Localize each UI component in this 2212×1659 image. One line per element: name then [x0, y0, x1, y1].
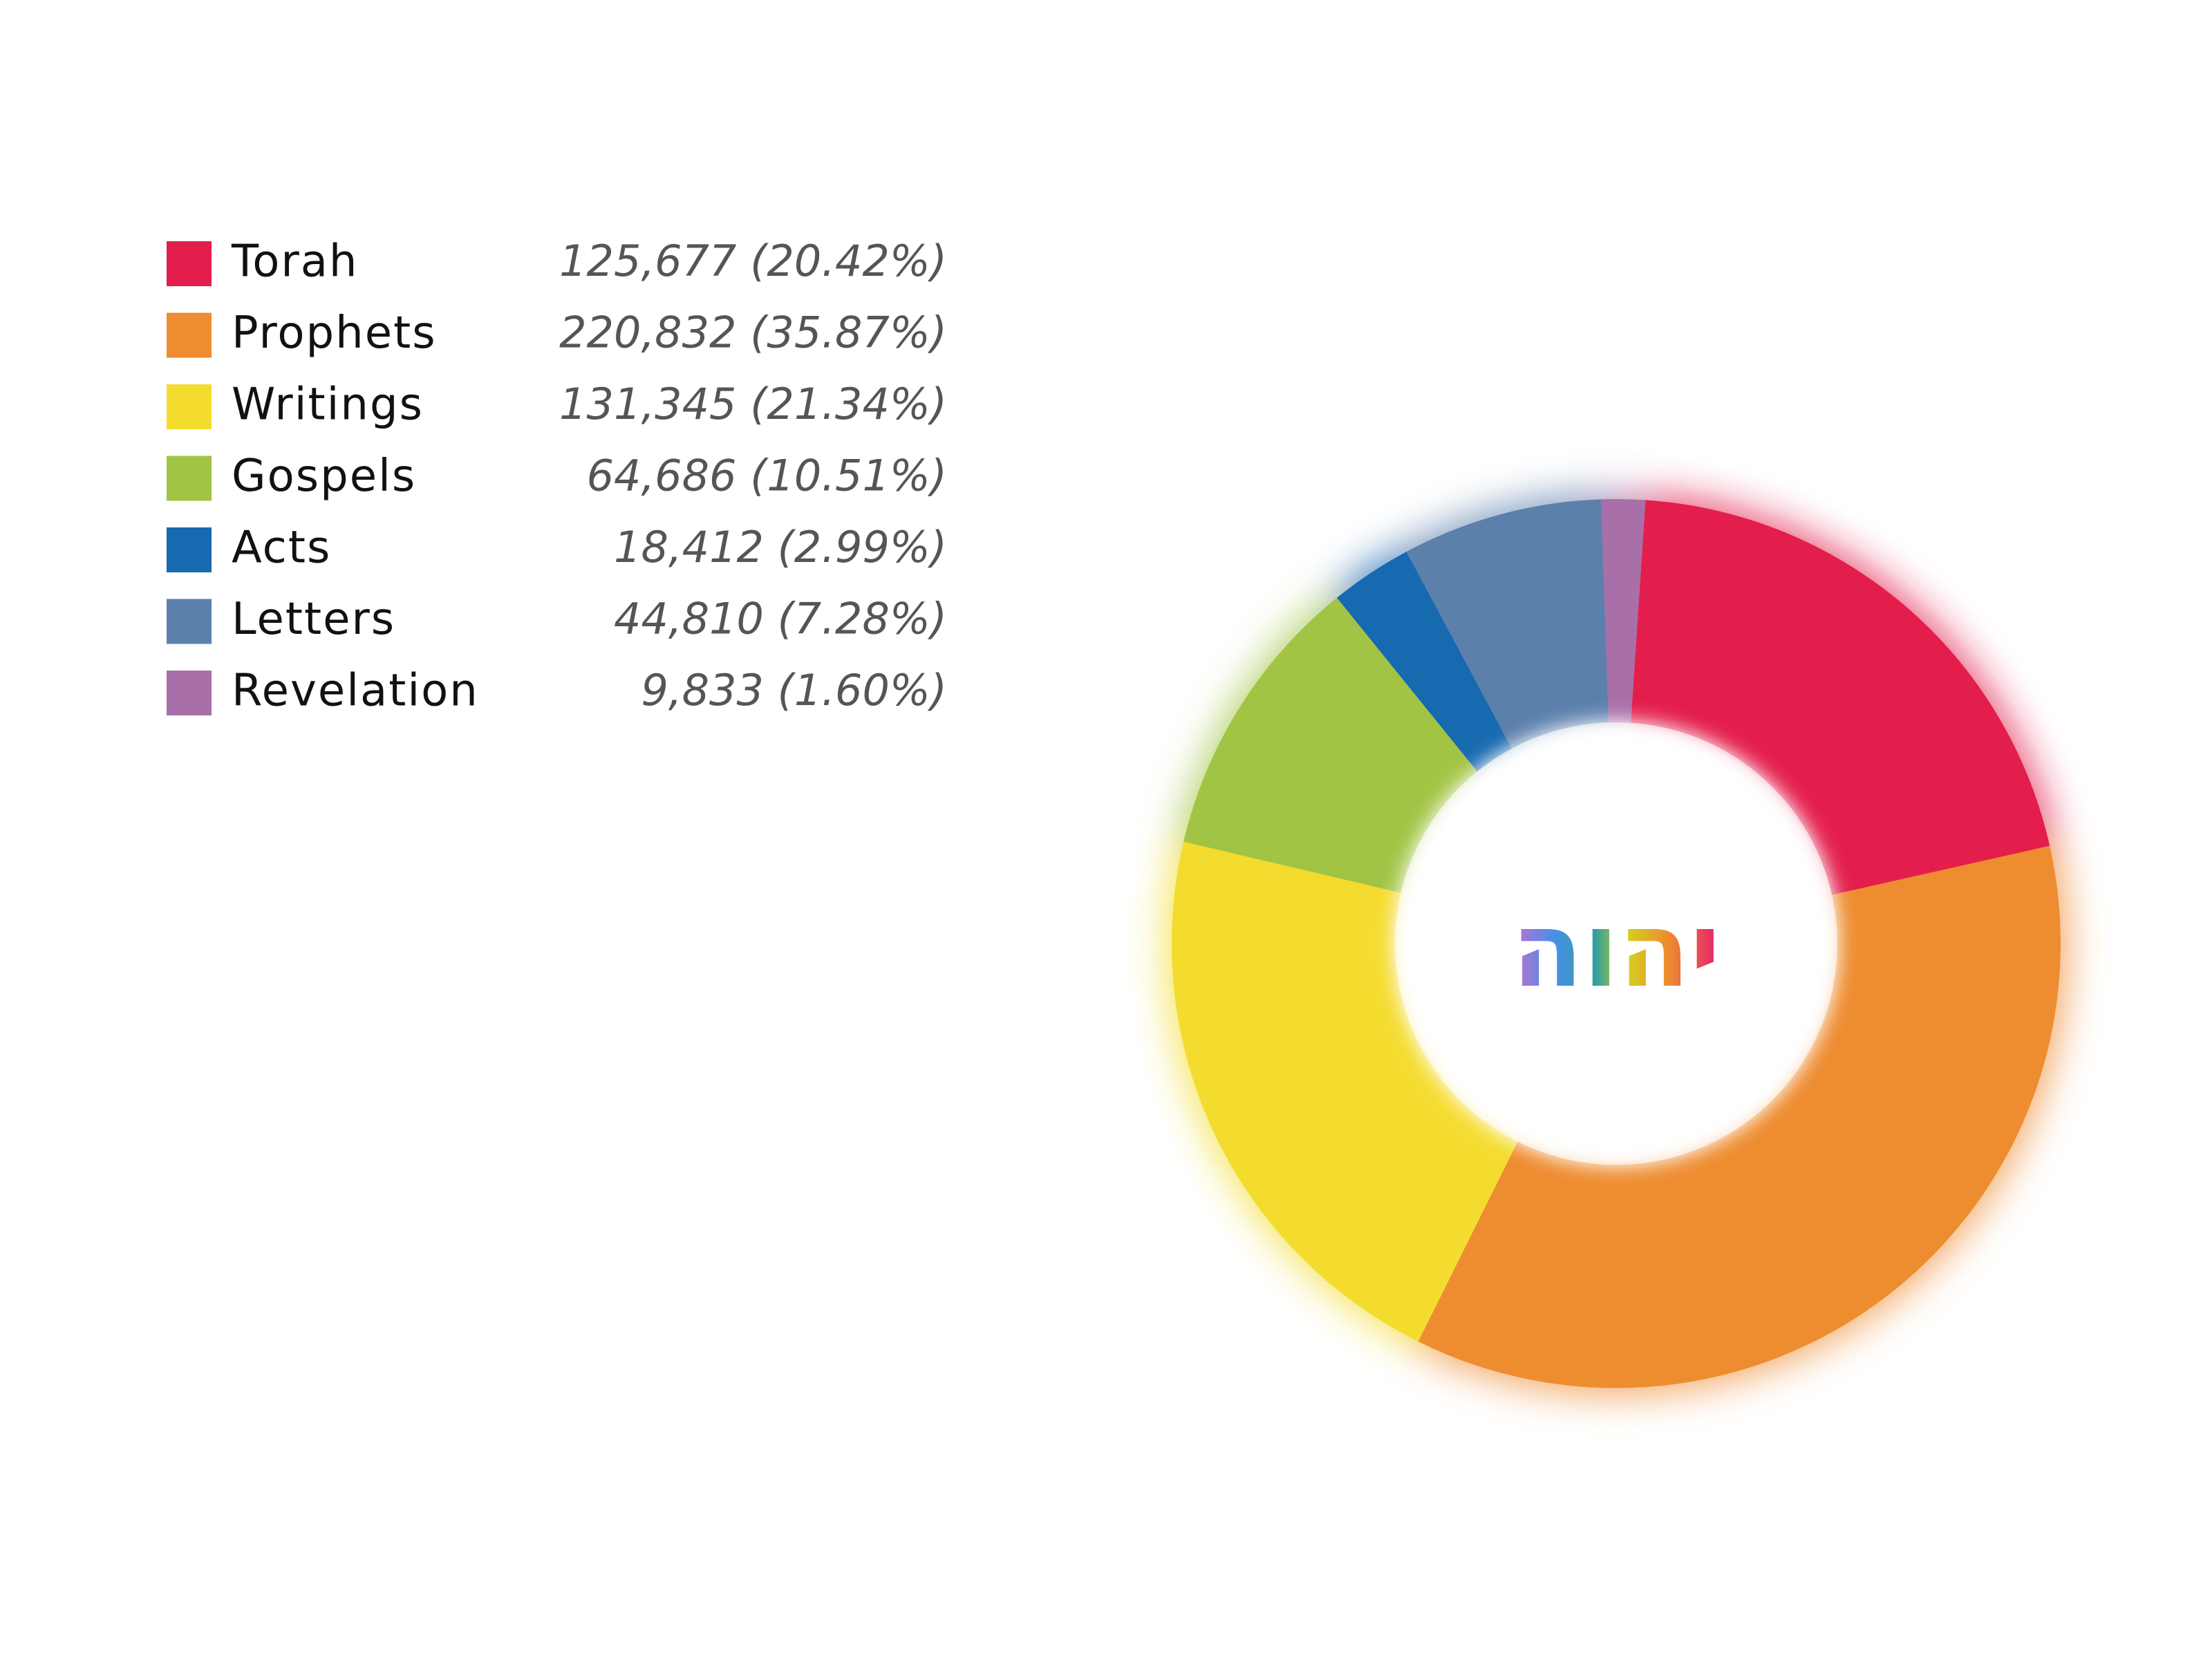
- donut-hole: [1394, 721, 1839, 1166]
- legend-swatch: [167, 456, 212, 501]
- donut-segment: [1418, 845, 2061, 1388]
- donut-segment: [1183, 597, 1477, 893]
- donut-segment: [1601, 499, 1646, 723]
- donut-segment: [1172, 841, 1518, 1342]
- legend-swatch: [167, 527, 212, 572]
- value-label: 220,832 (35.87%): [559, 308, 947, 358]
- value-label: 9,833 (1.60%): [641, 665, 947, 715]
- legend-label: Letters: [232, 594, 395, 645]
- value-label: 44,810 (7.28%): [614, 594, 947, 644]
- legend-swatch: [167, 384, 212, 429]
- donut-segment: [1337, 552, 1512, 772]
- donut-segment: [1406, 499, 1609, 749]
- value-label: 125,677 (20.42%): [559, 236, 947, 286]
- donut: [1172, 499, 2061, 1388]
- legend-swatch: [167, 671, 212, 715]
- value-label: 18,412 (2.99%): [614, 522, 947, 572]
- legend-swatch: [167, 312, 212, 358]
- legend-label: Torah: [231, 236, 358, 288]
- legend-label: Writings: [232, 379, 424, 431]
- legend-swatch: [167, 599, 212, 644]
- value-label: 64,686 (10.51%): [587, 451, 947, 501]
- legend-label: Revelation: [232, 666, 479, 717]
- legend-label: Gospels: [232, 451, 416, 502]
- donut-segment: [1631, 500, 2050, 895]
- legend-label: Acts: [232, 523, 331, 574]
- legend: Torah 125,677 (20.42%) Prophets 220,832 (35…: [167, 236, 947, 717]
- legend-label: Prophets: [232, 308, 437, 359]
- center-label: יהוה: [1512, 890, 1721, 1011]
- value-label: 131,345 (21.34%): [559, 379, 947, 429]
- legend-swatch: [167, 241, 212, 286]
